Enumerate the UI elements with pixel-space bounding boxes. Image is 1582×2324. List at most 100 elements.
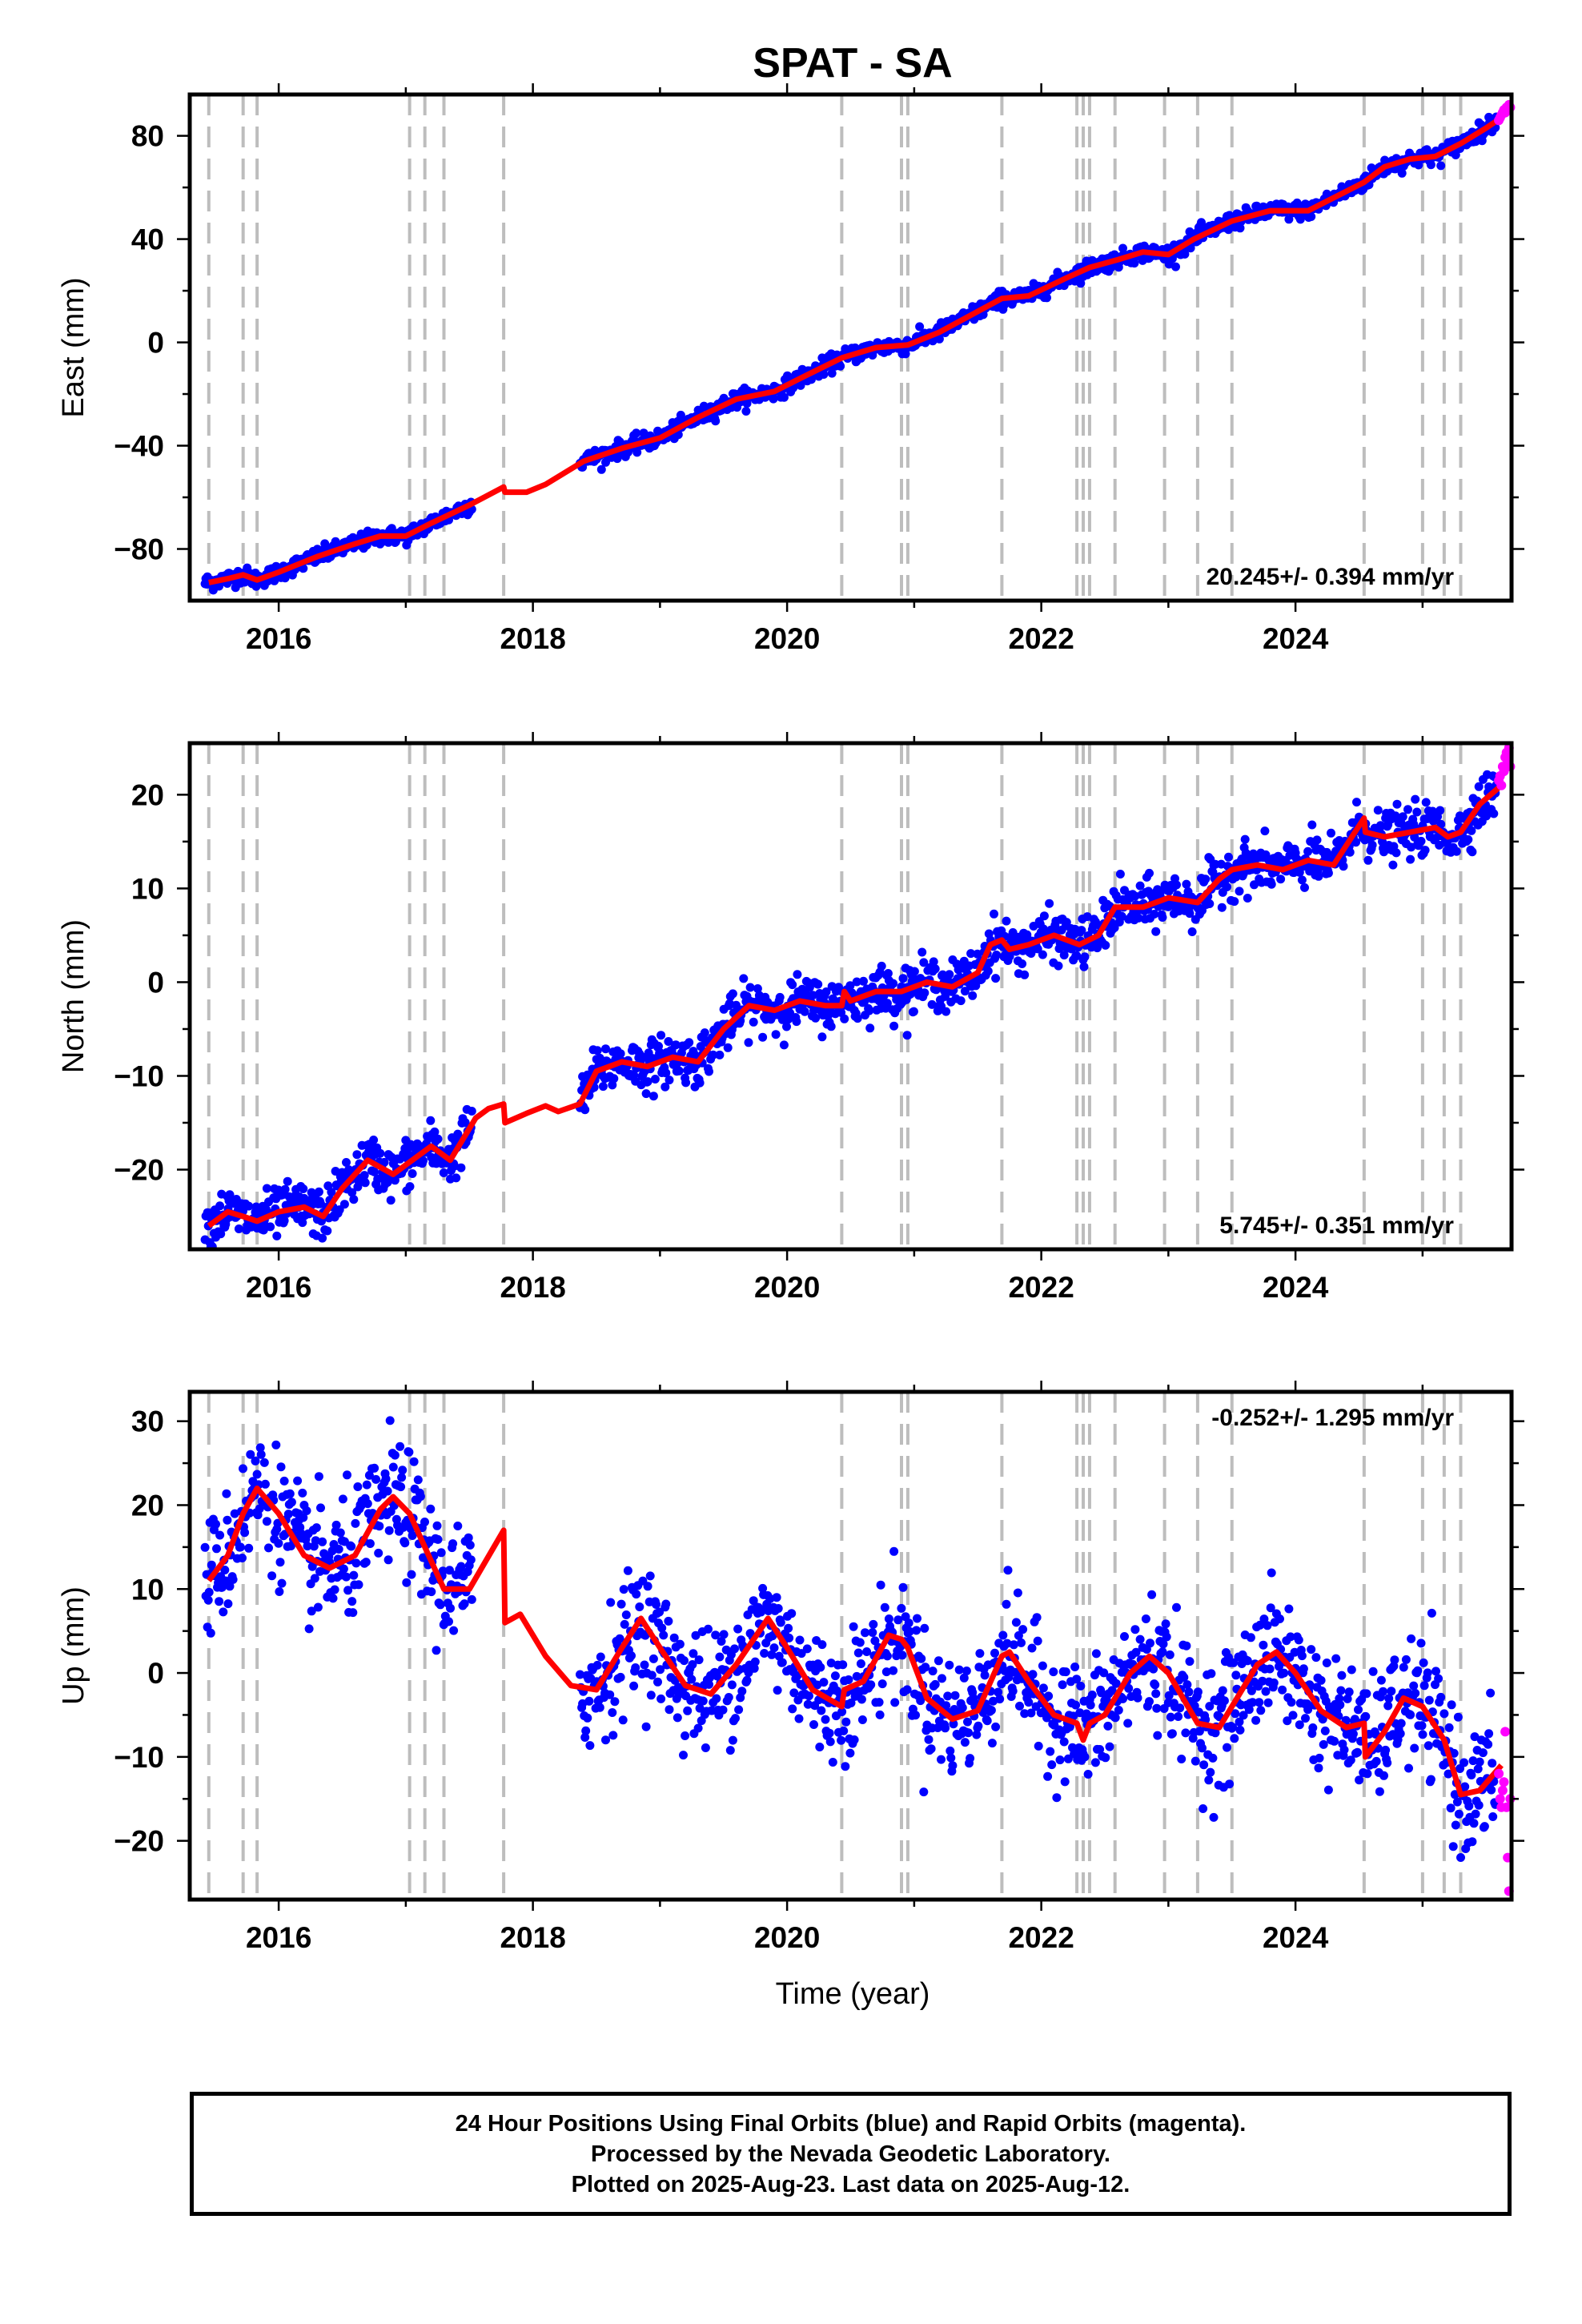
final-orbit-point xyxy=(902,1031,912,1040)
final-orbit-point xyxy=(1375,1787,1384,1796)
final-orbit-point xyxy=(1011,1618,1021,1627)
final-orbit-point xyxy=(1111,1679,1121,1688)
final-orbit-point xyxy=(715,1652,725,1662)
final-orbit-point xyxy=(1117,911,1126,921)
final-orbit-point xyxy=(238,1554,247,1562)
final-orbit-point xyxy=(987,1739,997,1748)
final-orbit-point xyxy=(616,1599,626,1609)
final-orbit-point xyxy=(1347,1665,1356,1675)
final-orbit-point xyxy=(647,1671,656,1680)
y-tick-label: 0 xyxy=(147,966,164,999)
final-orbit-point xyxy=(652,1600,661,1609)
final-orbit-point xyxy=(828,1758,837,1767)
final-orbit-point xyxy=(1251,1715,1261,1725)
final-orbit-point xyxy=(1179,1673,1189,1682)
final-orbit-point xyxy=(398,1466,408,1475)
final-orbit-point xyxy=(1059,951,1069,960)
final-orbit-point xyxy=(1055,1755,1065,1765)
final-orbit-point xyxy=(1399,1663,1408,1672)
final-orbit-point xyxy=(615,1634,624,1643)
final-orbit-point xyxy=(698,1696,708,1706)
final-orbit-point xyxy=(605,1690,615,1699)
final-orbit-point xyxy=(827,368,837,378)
final-orbit-point xyxy=(691,1630,701,1640)
final-orbit-point xyxy=(223,1599,233,1609)
final-orbit-point xyxy=(765,1594,775,1603)
final-orbit-point xyxy=(416,1492,425,1502)
final-orbit-point xyxy=(1327,828,1335,838)
x-tick-label: 2022 xyxy=(1008,1921,1074,1954)
final-orbit-point xyxy=(1020,970,1030,979)
final-orbit-point xyxy=(580,1105,590,1115)
final-orbit-point xyxy=(773,1604,783,1613)
final-orbit-point xyxy=(817,1640,827,1650)
final-orbit-point xyxy=(1434,1674,1443,1683)
final-orbit-point xyxy=(1201,875,1211,884)
final-orbit-point xyxy=(244,1201,254,1211)
final-orbit-point xyxy=(1269,1678,1279,1687)
final-orbit-point xyxy=(1401,1655,1411,1664)
final-orbit-point xyxy=(1276,875,1286,884)
final-orbit-point xyxy=(215,1530,225,1540)
final-orbit-point xyxy=(1158,1647,1167,1657)
final-orbit-point xyxy=(598,1082,608,1092)
final-orbit-point xyxy=(844,1675,853,1684)
final-orbit-point xyxy=(664,1616,673,1626)
final-orbit-point xyxy=(794,1714,804,1723)
final-orbit-point xyxy=(1217,903,1227,912)
final-orbit-point xyxy=(386,1196,396,1205)
final-orbit-point xyxy=(880,1602,889,1612)
final-orbit-point xyxy=(1002,916,1011,926)
final-orbit-point xyxy=(222,1489,231,1498)
final-orbit-point xyxy=(930,964,940,974)
final-orbit-point xyxy=(821,987,831,996)
final-orbit-point xyxy=(1353,1747,1362,1757)
x-tick-label: 2020 xyxy=(754,1921,820,1954)
final-orbit-point xyxy=(1411,1688,1420,1698)
final-orbit-point xyxy=(1079,962,1089,971)
final-orbit-point xyxy=(941,1723,950,1733)
final-orbit-point xyxy=(252,1470,262,1479)
final-orbit-point xyxy=(1141,1614,1150,1623)
final-orbit-point xyxy=(1275,1614,1284,1623)
final-orbit-point xyxy=(1436,161,1446,171)
final-orbit-point xyxy=(1403,805,1412,814)
final-orbit-point xyxy=(632,428,641,438)
final-orbit-point xyxy=(1218,1686,1227,1695)
final-orbit-point xyxy=(928,1667,938,1676)
final-orbit-point xyxy=(1243,894,1252,903)
final-orbit-point xyxy=(402,1578,412,1587)
final-orbit-point xyxy=(868,1628,877,1637)
final-orbit-point xyxy=(841,1717,851,1727)
final-orbit-point xyxy=(255,1443,265,1453)
final-orbit-point xyxy=(1427,1608,1436,1618)
final-orbit-point xyxy=(1230,1734,1239,1743)
final-orbit-point xyxy=(974,1721,983,1731)
final-orbit-point xyxy=(1308,1723,1318,1732)
final-orbit-point xyxy=(456,1562,466,1571)
final-orbit-point xyxy=(1417,1721,1427,1731)
final-orbit-point xyxy=(244,1543,254,1553)
final-orbit-point xyxy=(432,1521,442,1530)
final-orbit-point xyxy=(782,1022,791,1031)
final-orbit-point xyxy=(467,1594,476,1604)
final-orbit-point xyxy=(852,1671,861,1681)
final-orbit-point xyxy=(316,1503,325,1513)
final-orbit-point xyxy=(246,1449,255,1459)
final-orbit-point xyxy=(852,977,861,987)
final-orbit-point xyxy=(1224,852,1233,862)
final-orbit-point xyxy=(1229,1658,1239,1667)
final-orbit-point xyxy=(456,1163,466,1172)
final-orbit-point xyxy=(809,991,817,1000)
final-orbit-point xyxy=(889,979,898,988)
final-orbit-point xyxy=(1482,811,1491,821)
final-orbit-point xyxy=(656,1031,666,1040)
final-orbit-point xyxy=(730,1644,739,1654)
final-orbit-point xyxy=(1406,1710,1415,1719)
x-tick-label: 2022 xyxy=(1008,1271,1074,1304)
final-orbit-point xyxy=(1371,1756,1381,1766)
y-axis-label: Up (mm) xyxy=(57,1586,90,1705)
final-orbit-point xyxy=(1239,1711,1248,1720)
final-orbit-point xyxy=(921,1663,930,1672)
final-orbit-point xyxy=(407,1570,416,1579)
